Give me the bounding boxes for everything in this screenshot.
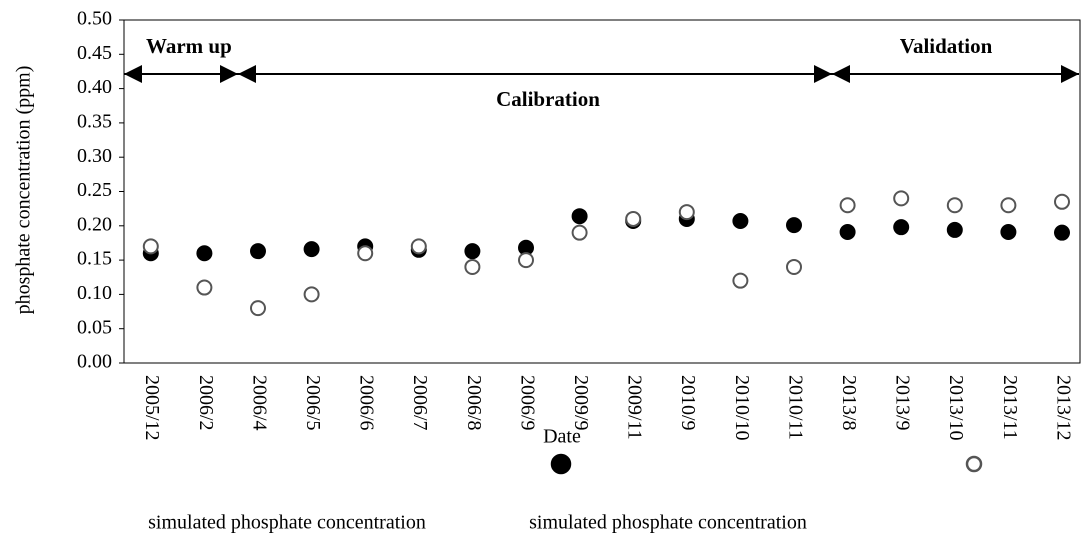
data-point bbox=[571, 224, 588, 241]
data-point bbox=[625, 210, 642, 227]
x-tick-label: 2013/10 bbox=[945, 375, 967, 441]
data-point bbox=[464, 258, 481, 275]
y-tick-label: 0.05 bbox=[77, 316, 112, 338]
x-tick-label: 2006/7 bbox=[409, 375, 431, 431]
x-tick-label: 2013/11 bbox=[999, 375, 1021, 440]
data-point bbox=[786, 258, 802, 275]
y-tick-label: 0.10 bbox=[77, 282, 112, 304]
x-tick-label: 2006/6 bbox=[356, 375, 378, 431]
data-point bbox=[196, 279, 213, 296]
x-tick-label: 2009/9 bbox=[570, 375, 592, 431]
data-point bbox=[786, 217, 802, 234]
data-point bbox=[464, 243, 481, 260]
x-tick-label: 2006/8 bbox=[463, 375, 485, 431]
data-point bbox=[303, 286, 320, 303]
y-tick-label: 0.35 bbox=[77, 110, 112, 132]
data-point bbox=[678, 204, 695, 221]
data-point bbox=[1000, 197, 1017, 214]
x-tick-label: 2009/11 bbox=[624, 375, 646, 440]
legend-marker bbox=[965, 455, 983, 473]
x-tick-label: 2006/9 bbox=[516, 375, 538, 431]
data-point bbox=[518, 252, 534, 269]
data-point bbox=[839, 223, 856, 240]
x-tick-label: 2010/9 bbox=[677, 375, 699, 431]
plot-frame bbox=[123, 19, 1081, 364]
data-point bbox=[303, 241, 320, 258]
x-tick-label: 2006/4 bbox=[248, 375, 270, 431]
data-point bbox=[946, 221, 963, 238]
data-point bbox=[142, 238, 159, 255]
legend-label: simulated phosphate concentration bbox=[529, 512, 807, 534]
data-point bbox=[250, 243, 266, 260]
data-point bbox=[1054, 193, 1070, 210]
y-tick-label: 0.50 bbox=[77, 8, 112, 30]
y-tick-label: 0.40 bbox=[77, 76, 112, 98]
data-point bbox=[732, 212, 749, 229]
x-tick-label: 2013/9 bbox=[892, 375, 914, 431]
annotation: Validation bbox=[900, 34, 993, 58]
x-tick-label: 2010/11 bbox=[784, 375, 806, 440]
y-tick-label: 0.15 bbox=[77, 248, 112, 270]
y-tick-label: 0.30 bbox=[77, 145, 112, 167]
data-point bbox=[410, 238, 427, 255]
data-point bbox=[732, 272, 749, 289]
y-tick-label: 0.00 bbox=[77, 351, 112, 373]
data-point bbox=[1000, 223, 1017, 240]
x-tick-label: 2010/10 bbox=[731, 375, 753, 441]
x-tick-label: 2006/2 bbox=[195, 375, 217, 431]
x-tick-label: 2006/5 bbox=[302, 375, 324, 431]
x-tick-label: 2013/8 bbox=[838, 375, 860, 431]
y-axis-label: phosphate concentration (ppm) bbox=[13, 66, 35, 315]
y-tick-label: 0.25 bbox=[77, 179, 112, 201]
annotation: Calibration bbox=[496, 87, 600, 111]
data-point bbox=[250, 300, 266, 317]
data-point bbox=[357, 245, 374, 262]
x-tick-label: 2005/12 bbox=[141, 375, 163, 441]
data-point bbox=[1054, 224, 1070, 241]
y-tick-label: 0.45 bbox=[77, 42, 112, 64]
legend-label: simulated phosphate concentration bbox=[148, 512, 426, 534]
data-point bbox=[196, 245, 213, 262]
legend-marker bbox=[550, 453, 572, 475]
data-point bbox=[946, 197, 963, 214]
data-point bbox=[893, 219, 910, 236]
annotation: Warm up bbox=[146, 34, 232, 58]
data-point bbox=[571, 208, 588, 225]
x-tick-label: 2013/12 bbox=[1052, 375, 1074, 441]
data-point bbox=[893, 190, 910, 207]
y-tick-label: 0.20 bbox=[77, 213, 112, 235]
data-point bbox=[839, 197, 856, 214]
x-axis-label: Date bbox=[543, 426, 581, 448]
